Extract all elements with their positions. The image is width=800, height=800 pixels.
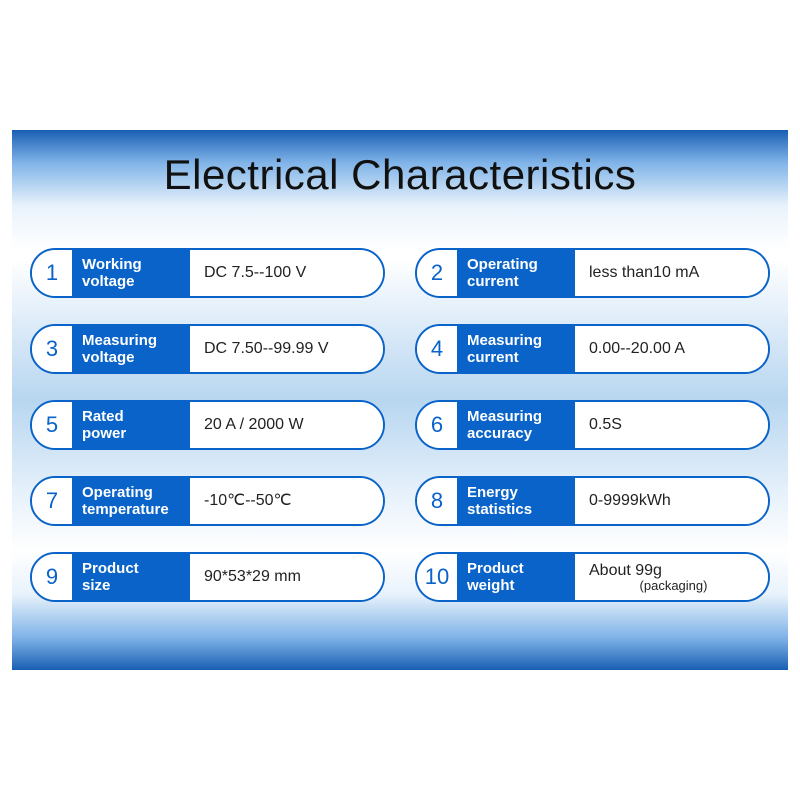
spec-value-wrap: DC 7.50--99.99 V: [190, 326, 383, 372]
spec-value: DC 7.5--100 V: [204, 264, 373, 282]
spec-num: 4: [431, 336, 443, 362]
spec-label-line: Measuring: [82, 332, 186, 349]
spec-num: 1: [46, 260, 58, 286]
spec-label: Measuring accuracy: [459, 402, 575, 448]
spec-num: 5: [46, 412, 58, 438]
spec-grid: 1 Working voltage DC 7.5--100 V 2 Operat…: [12, 220, 788, 602]
spec-value: 20 A / 2000 W: [204, 416, 373, 434]
spec-value-wrap: About 99g (packaging): [575, 554, 768, 600]
spec-label-line: accuracy: [467, 425, 571, 442]
spec-label-line: weight: [467, 577, 571, 594]
spec-label: Energy statistics: [459, 478, 575, 524]
spec-num: 8: [431, 488, 443, 514]
spec-value-wrap: DC 7.5--100 V: [190, 250, 383, 296]
spec-label-line: temperature: [82, 501, 186, 518]
spec-item: 6 Measuring accuracy 0.5S: [415, 400, 770, 450]
spec-value: 0-9999kWh: [589, 492, 758, 510]
spec-label-line: current: [467, 349, 571, 366]
spec-value-wrap: 20 A / 2000 W: [190, 402, 383, 448]
spec-item: 3 Measuring voltage DC 7.50--99.99 V: [30, 324, 385, 374]
spec-num-wrap: 5: [32, 402, 74, 448]
spec-label-line: Measuring: [467, 332, 571, 349]
spec-label: Working voltage: [74, 250, 190, 296]
spec-value-wrap: -10℃--50℃: [190, 478, 383, 524]
spec-label-line: current: [467, 273, 571, 290]
spec-value: -10℃--50℃: [204, 492, 373, 510]
spec-label: Measuring current: [459, 326, 575, 372]
spec-num-wrap: 1: [32, 250, 74, 296]
spec-label-line: voltage: [82, 349, 186, 366]
spec-item: 10 Product weight About 99g (packaging): [415, 552, 770, 602]
spec-label: Measuring voltage: [74, 326, 190, 372]
spec-item: 9 Product size 90*53*29 mm: [30, 552, 385, 602]
spec-label: Product weight: [459, 554, 575, 600]
spec-num-wrap: 2: [417, 250, 459, 296]
spec-value: DC 7.50--99.99 V: [204, 340, 373, 358]
spec-label-line: Rated: [82, 408, 186, 425]
spec-label: Operating temperature: [74, 478, 190, 524]
spec-label-line: Operating: [467, 256, 571, 273]
spec-num-wrap: 10: [417, 554, 459, 600]
spec-value: 0.00--20.00 A: [589, 340, 758, 358]
spec-num-wrap: 8: [417, 478, 459, 524]
spec-num-wrap: 4: [417, 326, 459, 372]
spec-num: 10: [425, 564, 449, 590]
canvas: Electrical Characteristics 1 Working vol…: [0, 0, 800, 800]
spec-num: 2: [431, 260, 443, 286]
spec-item: 2 Operating current less than10 mA: [415, 248, 770, 298]
spec-item: 4 Measuring current 0.00--20.00 A: [415, 324, 770, 374]
spec-num-wrap: 3: [32, 326, 74, 372]
spec-label: Rated power: [74, 402, 190, 448]
spec-value: 0.5S: [589, 416, 758, 434]
spec-item: 7 Operating temperature -10℃--50℃: [30, 476, 385, 526]
spec-num-wrap: 7: [32, 478, 74, 524]
spec-label-line: Product: [82, 560, 186, 577]
spec-value: less than10 mA: [589, 264, 758, 282]
spec-num-wrap: 9: [32, 554, 74, 600]
spec-label-line: power: [82, 425, 186, 442]
spec-value: 90*53*29 mm: [204, 568, 373, 586]
spec-label-line: Operating: [82, 484, 186, 501]
spec-label-line: Measuring: [467, 408, 571, 425]
spec-label-line: Energy: [467, 484, 571, 501]
spec-item: 8 Energy statistics 0-9999kWh: [415, 476, 770, 526]
spec-item: 1 Working voltage DC 7.5--100 V: [30, 248, 385, 298]
spec-value-wrap: 0.00--20.00 A: [575, 326, 768, 372]
spec-label-line: voltage: [82, 273, 186, 290]
page-title: Electrical Characteristics: [164, 151, 637, 199]
spec-value-wrap: 0-9999kWh: [575, 478, 768, 524]
spec-num-wrap: 6: [417, 402, 459, 448]
spec-label-line: size: [82, 577, 186, 594]
spec-label-line: Product: [467, 560, 571, 577]
spec-num: 7: [46, 488, 58, 514]
spec-value-wrap: 0.5S: [575, 402, 768, 448]
spec-item: 5 Rated power 20 A / 2000 W: [30, 400, 385, 450]
spec-label-line: Working: [82, 256, 186, 273]
spec-value-wrap: 90*53*29 mm: [190, 554, 383, 600]
spec-num: 3: [46, 336, 58, 362]
spec-value-wrap: less than10 mA: [575, 250, 768, 296]
spec-value-sub: (packaging): [589, 579, 758, 592]
spec-label-line: statistics: [467, 501, 571, 518]
spec-num: 9: [46, 564, 58, 590]
spec-panel: Electrical Characteristics 1 Working vol…: [12, 130, 788, 670]
spec-label: Product size: [74, 554, 190, 600]
spec-label: Operating current: [459, 250, 575, 296]
title-band: Electrical Characteristics: [12, 130, 788, 220]
spec-num: 6: [431, 412, 443, 438]
